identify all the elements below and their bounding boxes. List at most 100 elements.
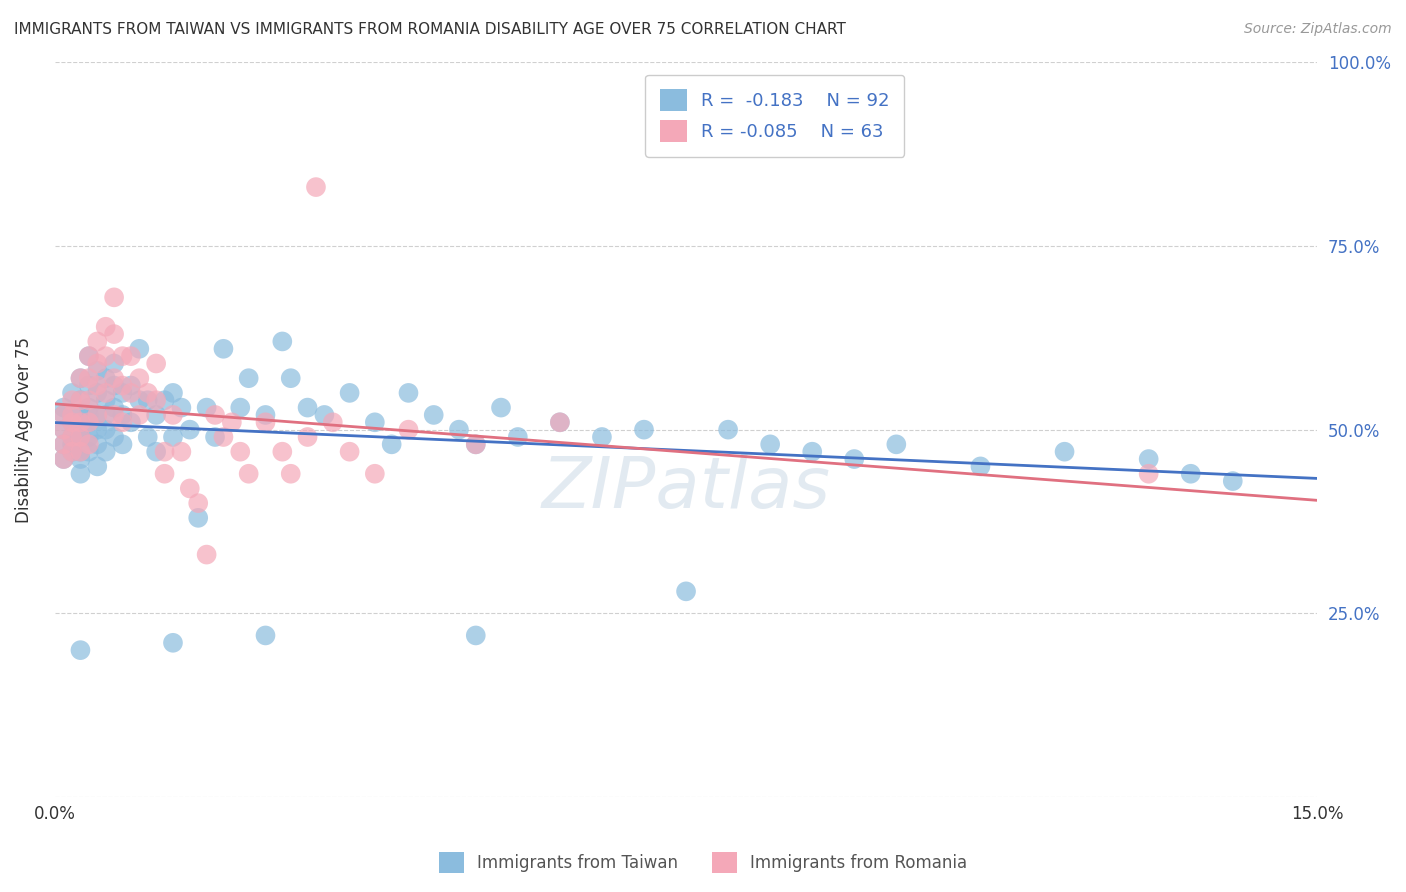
Point xyxy=(170,401,193,415)
Point xyxy=(52,437,75,451)
Point xyxy=(195,548,218,562)
Point xyxy=(52,423,75,437)
Point xyxy=(52,452,75,467)
Point xyxy=(94,319,117,334)
Point xyxy=(103,430,125,444)
Point xyxy=(69,467,91,481)
Point xyxy=(111,408,134,422)
Point xyxy=(111,349,134,363)
Point xyxy=(103,401,125,415)
Point xyxy=(128,393,150,408)
Point xyxy=(1137,452,1160,467)
Point xyxy=(86,385,108,400)
Point xyxy=(77,378,100,392)
Point xyxy=(381,437,404,451)
Point xyxy=(212,342,235,356)
Y-axis label: Disability Age Over 75: Disability Age Over 75 xyxy=(15,336,32,523)
Point xyxy=(162,430,184,444)
Point xyxy=(1222,474,1244,488)
Point xyxy=(69,643,91,657)
Point xyxy=(145,408,167,422)
Point xyxy=(238,371,260,385)
Point xyxy=(145,444,167,458)
Point xyxy=(339,385,361,400)
Point xyxy=(464,437,486,451)
Point xyxy=(759,437,782,451)
Point xyxy=(111,378,134,392)
Point xyxy=(69,393,91,408)
Point xyxy=(844,452,866,467)
Point xyxy=(422,408,444,422)
Point xyxy=(69,444,91,458)
Point xyxy=(52,423,75,437)
Point xyxy=(94,385,117,400)
Point xyxy=(69,371,91,385)
Point xyxy=(254,415,277,429)
Point xyxy=(52,408,75,422)
Point xyxy=(103,378,125,392)
Point xyxy=(103,371,125,385)
Point xyxy=(77,393,100,408)
Point xyxy=(77,401,100,415)
Point xyxy=(69,371,91,385)
Point xyxy=(94,444,117,458)
Point xyxy=(153,444,176,458)
Point xyxy=(86,437,108,451)
Point xyxy=(364,467,387,481)
Point xyxy=(69,430,91,444)
Point xyxy=(77,349,100,363)
Point xyxy=(60,408,83,422)
Point xyxy=(136,393,159,408)
Point xyxy=(187,511,209,525)
Point xyxy=(128,408,150,422)
Point xyxy=(204,430,226,444)
Point xyxy=(886,437,908,451)
Point xyxy=(145,357,167,371)
Point xyxy=(103,357,125,371)
Point xyxy=(69,452,91,467)
Point xyxy=(136,385,159,400)
Point xyxy=(60,444,83,458)
Point xyxy=(69,415,91,429)
Point xyxy=(170,444,193,458)
Point xyxy=(52,408,75,422)
Point xyxy=(447,423,470,437)
Point xyxy=(238,467,260,481)
Point xyxy=(69,415,91,429)
Point xyxy=(52,401,75,415)
Point xyxy=(145,393,167,408)
Point xyxy=(271,444,294,458)
Point xyxy=(94,371,117,385)
Point xyxy=(398,423,420,437)
Point xyxy=(120,385,142,400)
Point xyxy=(77,444,100,458)
Text: IMMIGRANTS FROM TAIWAN VS IMMIGRANTS FROM ROMANIA DISABILITY AGE OVER 75 CORRELA: IMMIGRANTS FROM TAIWAN VS IMMIGRANTS FRO… xyxy=(14,22,846,37)
Point xyxy=(52,437,75,451)
Point xyxy=(94,393,117,408)
Point xyxy=(221,415,243,429)
Point xyxy=(297,430,319,444)
Point xyxy=(633,423,655,437)
Text: ZIPatlas: ZIPatlas xyxy=(541,454,831,523)
Point xyxy=(111,437,134,451)
Point xyxy=(305,180,328,194)
Point xyxy=(60,444,83,458)
Point xyxy=(60,430,83,444)
Point xyxy=(229,444,252,458)
Point xyxy=(548,415,571,429)
Point xyxy=(464,437,486,451)
Point xyxy=(229,401,252,415)
Point xyxy=(254,408,277,422)
Point xyxy=(77,349,100,363)
Point xyxy=(195,401,218,415)
Point xyxy=(153,393,176,408)
Point xyxy=(398,385,420,400)
Point xyxy=(77,415,100,429)
Point xyxy=(506,430,529,444)
Point xyxy=(77,430,100,444)
Point xyxy=(103,408,125,422)
Point xyxy=(717,423,740,437)
Point xyxy=(69,408,91,422)
Point xyxy=(212,430,235,444)
Point xyxy=(204,408,226,422)
